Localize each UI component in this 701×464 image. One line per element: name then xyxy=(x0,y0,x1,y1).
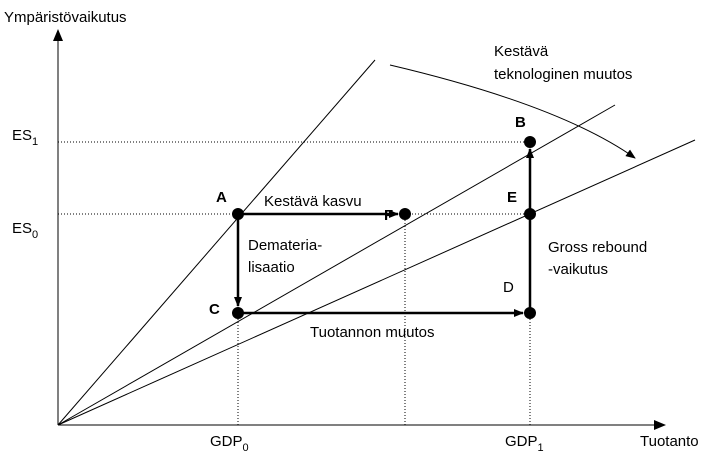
point-label: F xyxy=(384,207,393,224)
point-label: C xyxy=(209,301,220,318)
arrow-label: -vaikutus xyxy=(548,261,608,278)
ray xyxy=(57,59,376,426)
guides xyxy=(58,141,531,425)
point xyxy=(524,136,536,148)
arrow-label: Gross rebound xyxy=(548,239,647,256)
x-level: GDP1 xyxy=(505,433,544,454)
point xyxy=(232,307,244,319)
point xyxy=(232,208,244,220)
ray xyxy=(57,104,616,426)
x-level: GDP0 xyxy=(210,433,249,454)
point xyxy=(399,208,411,220)
rays xyxy=(57,59,696,426)
x-axis-label: Tuotanto xyxy=(640,433,699,450)
point-label: D xyxy=(503,279,514,296)
arrow-label: teknologinen muutos xyxy=(494,66,632,83)
arrow-label: Demateria- xyxy=(248,237,322,254)
arrows xyxy=(234,64,636,317)
y-axis-label: Ympäristövaikutus xyxy=(4,9,127,26)
arrow-label: Tuotannon muutos xyxy=(310,324,435,341)
arrow-label: Kestävä xyxy=(494,43,549,60)
y-level: ES0 xyxy=(12,220,38,241)
ray xyxy=(57,139,696,426)
point xyxy=(524,208,536,220)
point-label: E xyxy=(507,189,517,206)
point-label: A xyxy=(216,189,227,206)
points xyxy=(232,136,536,319)
point-label: B xyxy=(515,114,526,131)
axes xyxy=(53,29,666,430)
y-level: ES1 xyxy=(12,127,38,148)
arrow-label: Kestävä kasvu xyxy=(264,193,362,210)
curved-arrow xyxy=(389,64,636,159)
arrow-label: lisaatio xyxy=(248,259,295,276)
point xyxy=(524,307,536,319)
